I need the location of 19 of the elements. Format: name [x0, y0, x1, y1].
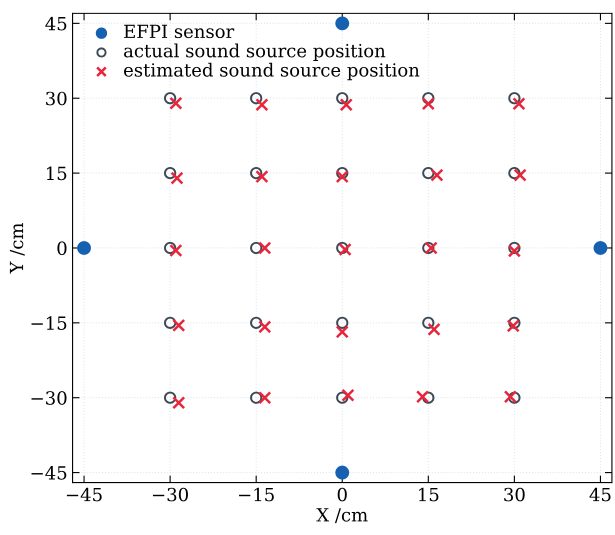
y-tick-label: 30 — [46, 92, 67, 106]
x-tick-label: 0 — [338, 488, 347, 502]
x-tick-label: 15 — [419, 488, 438, 502]
y-tick-label: −30 — [32, 391, 67, 405]
x-tick-label: −15 — [239, 488, 274, 502]
y-axis-title: Y /cm — [10, 222, 25, 274]
legend-label: EFPI sensor — [124, 24, 234, 38]
legend-label: actual sound source position — [124, 43, 386, 61]
y-tick-label: 15 — [46, 166, 66, 180]
x-axis-title: X /cm — [316, 508, 368, 524]
x-tick-label: 30 — [504, 488, 525, 502]
x-tick-label: −30 — [152, 488, 188, 502]
y-tick-label: 45 — [45, 16, 66, 30]
y-tick-label: −15 — [32, 316, 66, 330]
legend-label: estimated sound source position — [124, 62, 420, 80]
y-tick-label: 0 — [57, 241, 67, 256]
x-tick-label: 45 — [590, 488, 611, 502]
y-tick-label: −45 — [32, 466, 66, 480]
x-tick-label: −45 — [66, 488, 102, 502]
